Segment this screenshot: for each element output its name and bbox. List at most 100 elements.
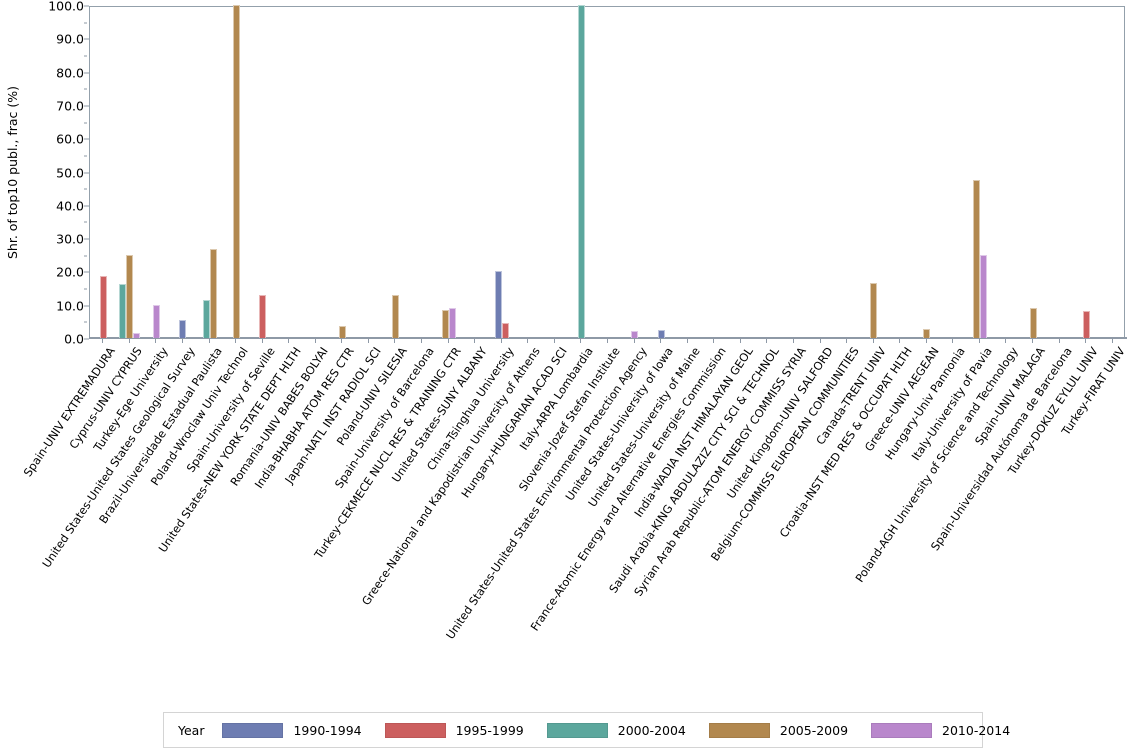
bar (870, 283, 878, 338)
bar (133, 333, 141, 338)
legend-entry[interactable]: 2005-2009 (708, 722, 848, 738)
y-tick-mark (84, 138, 89, 140)
legend-swatch (871, 722, 933, 738)
y-tick-label: 50.0 (56, 165, 84, 180)
y-tick-label: 20.0 (56, 264, 84, 280)
bar (441, 309, 449, 338)
legend-entry[interactable]: 2010-2014 (871, 722, 1010, 738)
x-axis-line (89, 337, 1127, 339)
x-tick-mark (952, 339, 954, 343)
x-tick-mark (261, 339, 263, 343)
y-minor-tick (84, 321, 87, 323)
y-tick-label: 70.0 (56, 98, 84, 114)
y-minor-tick (84, 88, 87, 90)
x-tick-mark (872, 339, 874, 343)
legend-title: Year (178, 722, 205, 738)
bar (338, 326, 346, 338)
y-minor-tick (84, 22, 87, 24)
y-tick-mark (84, 238, 89, 240)
legend-entry[interactable]: 1995-1999 (384, 722, 524, 738)
x-tick-mark (899, 339, 901, 343)
y-axis-ticks: 0.0 10.0 20.0 30.0 40.0 50.0 60.0 70.0 80.0 90.0 1… (0, 0, 89, 347)
y-tick-label: 90.0 (56, 31, 84, 47)
x-tick-mark (527, 339, 529, 343)
y-minor-tick (84, 288, 87, 290)
y-tick-mark (84, 5, 89, 7)
bar (99, 276, 107, 338)
legend-label: 1995-1999 (455, 722, 524, 738)
y-minor-tick (84, 255, 87, 257)
y-tick-mark (84, 72, 89, 74)
bar (577, 5, 585, 338)
bar (923, 329, 931, 338)
x-tick-mark (102, 339, 104, 343)
plot-area (89, 5, 1127, 339)
legend-label: 2000-2004 (617, 722, 686, 738)
x-tick-mark (925, 339, 927, 343)
y-tick-label: 60.0 (56, 131, 84, 147)
legend: Year 1990-1994 1995-1999 2000-2004 2005-200… (163, 712, 1010, 748)
bar (391, 295, 399, 338)
legend-entry[interactable]: 2000-2004 (546, 722, 686, 738)
x-tick-mark (580, 339, 582, 343)
legend-entries: 1990-1994 1995-1999 2000-2004 2005-2009 2010… (222, 722, 1033, 738)
y-tick-mark (84, 38, 89, 40)
x-tick-mark (978, 339, 980, 343)
y-tick-label: 0.0 (64, 331, 84, 347)
x-tick-mark (1058, 339, 1060, 343)
x-tick-mark (1005, 339, 1007, 343)
bar (209, 249, 217, 338)
x-tick-mark (739, 339, 741, 343)
x-tick-mark (447, 339, 449, 343)
bar (119, 283, 127, 338)
x-tick-mark (1085, 339, 1087, 343)
x-tick-mark (208, 339, 210, 343)
bar (657, 329, 665, 338)
legend-swatch (222, 722, 284, 738)
legend-entry[interactable]: 1990-1994 (222, 722, 362, 738)
x-tick-mark (235, 339, 237, 343)
y-tick-label: 30.0 (56, 231, 84, 247)
bar (202, 300, 210, 338)
bar (631, 331, 639, 338)
y-tick-mark (84, 205, 89, 207)
bar (972, 179, 980, 338)
x-tick-mark (792, 339, 794, 343)
legend-swatch (384, 722, 446, 738)
y-tick-mark (84, 271, 89, 273)
y-tick-mark (84, 338, 89, 340)
y-tick-label: 40.0 (56, 198, 84, 214)
bar (1082, 310, 1090, 338)
bar (448, 308, 456, 338)
bar (259, 294, 267, 338)
y-minor-tick (84, 155, 87, 157)
y-tick-label: 100.0 (48, 0, 84, 14)
x-tick-mark (1032, 339, 1034, 343)
bar (232, 5, 240, 338)
x-tick-mark (846, 339, 848, 343)
x-tick-mark (181, 339, 183, 343)
x-tick-mark (500, 339, 502, 343)
bar (501, 323, 509, 338)
x-tick-mark (686, 339, 688, 343)
bar (126, 254, 134, 338)
x-tick-mark (660, 339, 662, 343)
x-tick-mark (341, 339, 343, 343)
x-tick-mark (421, 339, 423, 343)
y-tick-label: 80.0 (56, 65, 84, 81)
x-tick-mark (633, 339, 635, 343)
x-tick-mark (288, 339, 290, 343)
x-tick-mark (367, 339, 369, 343)
y-tick-mark (84, 105, 89, 107)
x-tick-mark (713, 339, 715, 343)
x-tick-mark (607, 339, 608, 343)
bar (979, 254, 987, 338)
bar (152, 304, 160, 338)
legend-label: 1990-1994 (293, 722, 362, 738)
y-tick-mark (84, 305, 89, 307)
legend-swatch (546, 722, 608, 738)
x-axis-labels: Spain-UNIV EXTREMADURA Cyprus-UNIV CYPRUS… (0, 339, 1134, 699)
x-tick-mark (394, 339, 396, 343)
x-tick-mark (155, 339, 157, 343)
